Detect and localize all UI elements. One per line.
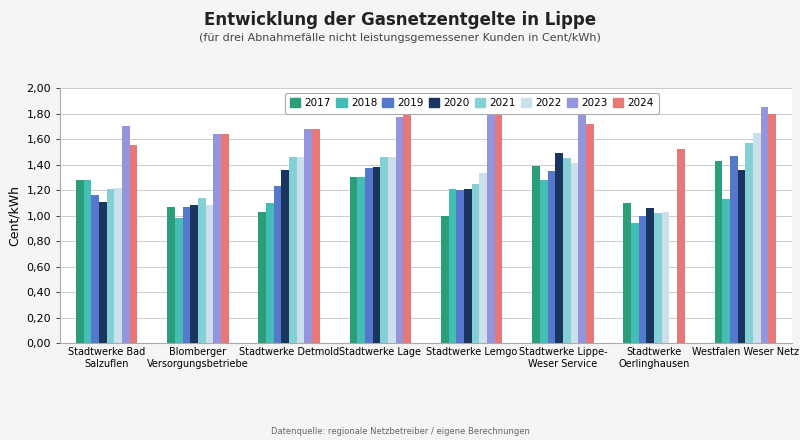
Bar [76, 180, 84, 343]
Bar [198, 198, 206, 343]
Bar [99, 202, 106, 343]
Bar [722, 199, 730, 343]
Bar [662, 212, 670, 343]
Bar [555, 153, 563, 343]
Bar [258, 212, 266, 343]
Bar [730, 156, 738, 343]
Bar [631, 223, 638, 343]
Bar [289, 157, 297, 343]
Bar [570, 163, 578, 343]
Bar [380, 157, 388, 343]
Text: Entwicklung der Gasnetzentgelte in Lippe: Entwicklung der Gasnetzentgelte in Lippe [204, 11, 596, 29]
Bar [175, 218, 182, 343]
Bar [274, 186, 282, 343]
Bar [396, 117, 403, 343]
Bar [206, 205, 214, 343]
Bar [677, 149, 685, 343]
Bar [623, 203, 631, 343]
Bar [578, 115, 586, 343]
Bar [441, 216, 449, 343]
Bar [586, 124, 594, 343]
Bar [449, 189, 456, 343]
Bar [358, 177, 365, 343]
Bar [305, 129, 312, 343]
Bar [350, 177, 358, 343]
Bar [547, 171, 555, 343]
Bar [282, 170, 289, 343]
Bar [365, 169, 373, 343]
Bar [456, 190, 464, 343]
Bar [464, 189, 472, 343]
Bar [479, 173, 487, 343]
Bar [472, 184, 479, 343]
Bar [403, 99, 411, 343]
Bar [638, 216, 646, 343]
Bar [738, 170, 746, 343]
Bar [266, 203, 274, 343]
Bar [91, 195, 99, 343]
Bar [654, 213, 662, 343]
Bar [746, 143, 753, 343]
Bar [297, 157, 305, 343]
Bar [106, 189, 114, 343]
Bar [114, 187, 122, 343]
Text: (für drei Abnahmefälle nicht leistungsgemessener Kunden in Cent/kWh): (für drei Abnahmefälle nicht leistungsge… [199, 33, 601, 43]
Bar [388, 157, 396, 343]
Bar [373, 167, 380, 343]
Bar [563, 158, 570, 343]
Bar [494, 112, 502, 343]
Bar [753, 133, 761, 343]
Bar [167, 207, 175, 343]
Bar [761, 107, 768, 343]
Bar [532, 166, 540, 343]
Y-axis label: Cent/kWh: Cent/kWh [8, 185, 21, 246]
Bar [122, 126, 130, 343]
Bar [714, 161, 722, 343]
Bar [221, 134, 229, 343]
Bar [84, 180, 91, 343]
Bar [214, 134, 221, 343]
Bar [646, 208, 654, 343]
Bar [487, 112, 494, 343]
Text: Datenquelle: regionale Netzbetreiber / eigene Berechnungen: Datenquelle: regionale Netzbetreiber / e… [270, 427, 530, 436]
Bar [190, 205, 198, 343]
Legend: 2017, 2018, 2019, 2020, 2021, 2022, 2023, 2024: 2017, 2018, 2019, 2020, 2021, 2022, 2023… [285, 93, 659, 114]
Bar [130, 145, 138, 343]
Bar [540, 180, 547, 343]
Bar [312, 129, 320, 343]
Bar [768, 114, 776, 343]
Bar [182, 207, 190, 343]
